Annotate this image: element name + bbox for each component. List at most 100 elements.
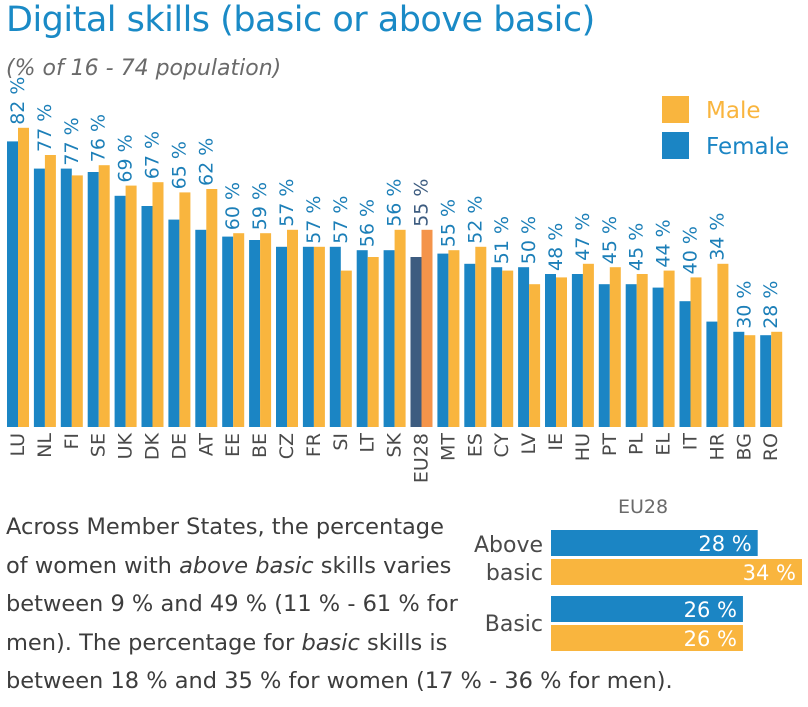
category-label-at: AT	[195, 433, 217, 457]
bar-male-ee	[233, 233, 245, 427]
total-label-mt: 55 %	[437, 199, 459, 247]
legend-swatch-female	[662, 132, 689, 159]
total-label-dk: 67 %	[142, 131, 164, 179]
bar-male-mt	[448, 250, 460, 427]
bar-male-el	[663, 270, 675, 427]
bar-male-bg	[744, 335, 756, 427]
bar-female-uk	[114, 195, 126, 427]
legend-label-female: Female	[706, 134, 789, 160]
total-label-de: 65 %	[168, 141, 190, 189]
bar-male-dk	[152, 182, 164, 427]
mini-value-female-2: 26 %	[684, 598, 737, 622]
bar-female-fi	[60, 168, 72, 427]
caption-line-2-start: of women with	[6, 552, 180, 579]
total-label-bg: 30 %	[733, 281, 755, 329]
bar-female-sk	[383, 250, 395, 427]
bar-female-lu	[7, 141, 18, 427]
caption-line-4-start: men). The percentage for	[6, 629, 302, 656]
bar-female-bg	[733, 331, 745, 427]
category-label-lt: LT	[357, 433, 379, 453]
bar-female-be	[249, 240, 261, 427]
category-label-fr: FR	[303, 433, 325, 457]
bar-male-hr	[717, 263, 729, 427]
total-label-it: 40 %	[680, 226, 702, 274]
bar-female-de	[168, 219, 180, 427]
caption-line-1: Across Member States, the percentage	[6, 514, 444, 540]
total-label-fr: 57 %	[303, 196, 325, 244]
total-label-se: 76 %	[88, 114, 110, 162]
total-label-lu: 82 %	[7, 77, 29, 125]
chart-subtitle: (% of 16 - 74 population)	[6, 56, 281, 81]
bar-female-el	[652, 287, 664, 427]
bar-female-lv	[518, 267, 530, 427]
mini-value-female-1: 28 %	[698, 532, 751, 556]
total-label-el: 44 %	[653, 219, 675, 267]
total-label-cz: 57 %	[276, 179, 298, 227]
total-label-eu28: 55 %	[411, 179, 433, 227]
bar-female-eu28	[410, 257, 422, 427]
bar-female-mt	[437, 253, 449, 427]
bar-male-fi	[71, 175, 83, 427]
bar-male-eu28	[421, 229, 433, 427]
bar-male-se	[98, 165, 110, 427]
bar-female-hu	[571, 274, 583, 427]
bar-female-si	[329, 246, 341, 427]
bar-female-nl	[33, 168, 45, 427]
category-label-fi: FI	[61, 433, 83, 450]
total-label-lv: 50 %	[518, 216, 540, 264]
caption-line-4: men). The percentage for basic skills is	[6, 624, 673, 663]
bar-male-ro	[771, 331, 783, 427]
bar-female-cy	[491, 267, 503, 427]
category-label-pl: PL	[626, 433, 648, 455]
caption-line-2: of women with above basic skills varies	[6, 547, 673, 586]
bar-female-es	[464, 263, 476, 427]
bar-male-sk	[394, 229, 406, 427]
category-label-lv: LV	[518, 433, 540, 455]
category-label-lu: LU	[7, 433, 29, 457]
subtitle-text: (% of 16 - 74 population)	[6, 56, 282, 81]
caption-line-2-end: skills varies	[313, 552, 452, 579]
total-label-nl: 77 %	[34, 104, 56, 152]
total-label-lt: 56 %	[357, 199, 379, 247]
bar-male-pt	[609, 267, 621, 427]
caption-line-3: between 9 % and 49 % (11 % - 61 % for	[6, 591, 458, 617]
bar-male-lu	[18, 127, 29, 428]
bar-male-de	[179, 192, 191, 427]
category-label-sk: SK	[384, 432, 406, 457]
category-label-bg: BG	[733, 433, 755, 460]
total-label-hu: 47 %	[572, 213, 594, 261]
caption-line-5: between 18 % and 35 % for women (17 % - …	[6, 668, 673, 694]
legend-swatch-male	[662, 96, 689, 123]
mini-value-male-2: 26 %	[684, 627, 737, 651]
total-label-cy: 51 %	[491, 216, 513, 264]
total-label-pt: 45 %	[599, 216, 621, 264]
bar-female-ro	[760, 335, 772, 427]
category-label-ro: RO	[760, 433, 782, 461]
bar-female-pt	[598, 284, 610, 427]
category-label-dk: DK	[142, 432, 164, 460]
category-label-uk: UK	[115, 432, 137, 459]
bar-male-hu	[582, 263, 594, 427]
bar-female-dk	[141, 206, 153, 427]
bar-female-hr	[706, 321, 718, 427]
bar-male-si	[340, 270, 352, 427]
category-label-ie: IE	[545, 433, 567, 451]
bar-female-ee	[222, 236, 234, 427]
category-label-ee: EE	[222, 433, 244, 457]
total-label-ro: 28 %	[760, 281, 782, 329]
mini-value-male-1: 34 %	[743, 561, 796, 585]
category-label-cy: CY	[491, 433, 513, 458]
legend-label-male: Male	[706, 98, 760, 124]
bar-male-cy	[502, 270, 514, 427]
bar-male-at	[206, 189, 218, 427]
total-label-sk: 56 %	[384, 179, 406, 227]
bar-male-uk	[125, 185, 137, 427]
caption-line-2-emphasis: above basic	[179, 552, 314, 579]
total-label-ee: 60 %	[222, 182, 244, 230]
category-label-es: ES	[464, 433, 486, 457]
category-label-el: EL	[653, 433, 675, 456]
bar-male-lt	[367, 257, 379, 427]
total-label-hr: 34 %	[706, 213, 728, 261]
bar-male-pl	[636, 274, 648, 427]
bar-male-fr	[313, 246, 325, 427]
